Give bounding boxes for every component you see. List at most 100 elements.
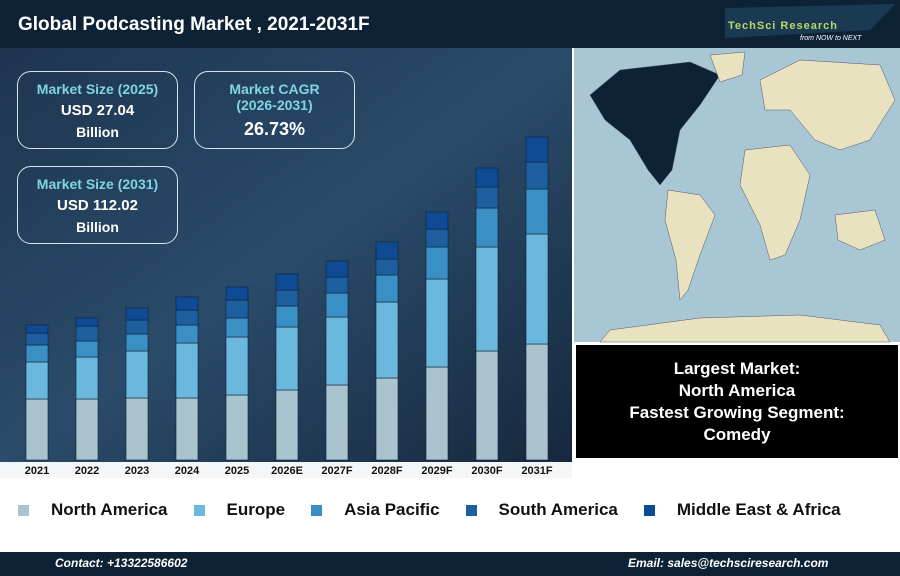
bar-segment (525, 343, 549, 461)
bar-segment (275, 273, 299, 291)
highlight-line: North America (678, 380, 796, 400)
x-tick-label: 2021 (25, 465, 49, 477)
bar-segment (425, 211, 449, 230)
legend-label: North America (51, 500, 168, 519)
stat-unit: Billion (76, 123, 119, 140)
bar-segment (475, 350, 499, 461)
logo-bg (725, 4, 895, 38)
bar-segment (25, 398, 49, 461)
bar-segment (475, 246, 499, 352)
x-tick-label: 2030F (471, 465, 502, 477)
legend-label: Middle East & Africa (676, 500, 841, 519)
legend-item: South America (465, 500, 618, 520)
legend-swatch (18, 504, 29, 516)
legend-item: North America (18, 500, 168, 520)
x-tick-label: 2031F (521, 465, 552, 477)
bar-segment (125, 319, 149, 335)
legend-swatch (193, 504, 205, 516)
bar-segment (325, 316, 349, 386)
x-tick-label: 2029F (421, 465, 452, 477)
bar-segment (475, 207, 499, 248)
bar-segment (225, 336, 249, 396)
world-map (589, 51, 896, 343)
stat-value: USD 27.04 (60, 101, 135, 119)
legend-swatch (643, 504, 655, 516)
legend-swatch (311, 504, 323, 516)
bar-segment (275, 326, 299, 391)
bar-segment (25, 332, 49, 346)
bar-segment (75, 317, 99, 327)
logo-tagline: from NOW to NEXT (800, 35, 862, 42)
bar-segment (25, 324, 49, 334)
bar-segment (125, 333, 149, 352)
bar-segment (525, 161, 549, 190)
bar-segment (275, 305, 299, 328)
bar-segment (375, 258, 399, 276)
legend-item: Europe (193, 500, 286, 520)
bar-segment (375, 274, 399, 303)
highlight-line: Largest Market: (673, 358, 801, 378)
legend-item: Middle East & Africa (643, 500, 841, 520)
email: Email: sales@techsciresearch.com (628, 556, 829, 570)
highlight-line: Comedy (703, 424, 771, 444)
logo-name: TechSci Research (728, 20, 838, 32)
stat-value: 26.73% (243, 118, 306, 139)
bar-segment (225, 286, 249, 301)
bar-segment (75, 340, 99, 358)
legend-label: South America (498, 500, 618, 519)
stat-label: Market Size (2025) (36, 80, 159, 97)
bar-segment (225, 299, 249, 319)
title: Global Podcasting Market , 2021-2031F (18, 14, 370, 35)
bar-segment (25, 344, 49, 363)
bar-segment (425, 278, 449, 368)
legend-item: Asia Pacific (311, 500, 440, 520)
stat-box: Market Size (2025) USD 27.04 Billion (17, 71, 178, 149)
contact: Contact: +13322586602 (55, 556, 188, 570)
x-tick-label: 2027F (321, 465, 352, 477)
bar-segment (375, 241, 399, 260)
bar-segment (75, 325, 99, 342)
bar-segment (325, 292, 349, 318)
bar-segment (125, 350, 149, 399)
bar-segment (375, 377, 399, 461)
bar-segment (525, 233, 549, 345)
bar-segment (125, 307, 149, 321)
bar-segment (175, 324, 199, 344)
bar-segment (325, 260, 349, 278)
x-tick-label: 2026E (271, 465, 303, 477)
bar-segment (425, 228, 449, 248)
bar-segment (125, 397, 149, 461)
bar-segment (225, 394, 249, 461)
bar-segment (75, 356, 99, 400)
bar-segment (25, 361, 49, 400)
legend-label: Europe (226, 500, 286, 519)
stat-box: Market CAGR (2026-2031) 26.73% (194, 71, 355, 149)
stat-label: Market CAGR (2026-2031) (229, 80, 320, 113)
stat-value: USD 112.02 (57, 196, 138, 214)
stat-box: Market Size (2031) USD 112.02 Billion (17, 166, 178, 244)
bar-segment (475, 186, 499, 209)
stat-unit: Billion (76, 218, 119, 235)
legend: North America Europe Asia Pacific South Ame… (18, 500, 841, 520)
x-tick-label: 2028F (371, 465, 402, 477)
x-tick-label: 2024 (175, 465, 200, 477)
bar-segment (325, 276, 349, 294)
footer-bar (0, 552, 900, 576)
bar-segment (275, 389, 299, 461)
bar-segment (525, 136, 549, 163)
legend-swatch (465, 504, 477, 516)
bar-segment (275, 289, 299, 307)
bar-segment (375, 301, 399, 379)
bar-segment (175, 397, 199, 461)
x-tick-label: 2023 (125, 465, 149, 477)
bar-segment (425, 366, 449, 461)
highlight-line: Fastest Growing Segment: (629, 402, 845, 422)
x-tick-label: 2025 (225, 465, 249, 477)
legend-label: Asia Pacific (344, 500, 440, 519)
bar-segment (225, 317, 249, 338)
bar-segment (175, 342, 199, 399)
stat-label: Market Size (2031) (36, 175, 159, 192)
bar-segment (175, 296, 199, 311)
